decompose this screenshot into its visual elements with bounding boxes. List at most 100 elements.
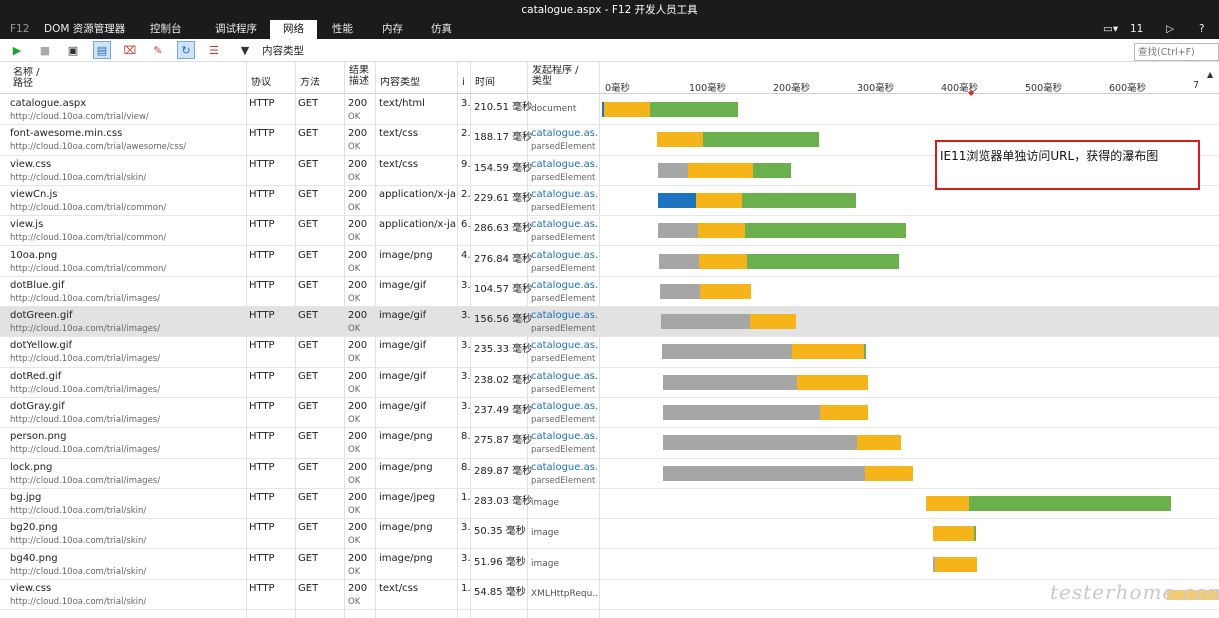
table-row[interactable]: font-awesome.min.css http://cloud.10oa.co… <box>0 125 1219 156</box>
table-row[interactable]: bg40.png http://cloud.10oa.com/trial/skin… <box>0 550 1219 580</box>
request-initiator[interactable]: catalogue.as... <box>531 249 597 261</box>
target-screens-icon[interactable]: ▭▾ <box>1103 23 1119 35</box>
clear-cache-icon[interactable]: ✎ <box>153 43 163 57</box>
request-name: bg20.png <box>10 522 58 534</box>
table-row[interactable]: view.css http://cloud.10oa.com/trial/skin… <box>0 156 1219 186</box>
request-initiator[interactable]: catalogue.as... <box>531 310 597 322</box>
header-time[interactable]: 时间 <box>475 77 495 88</box>
waterfall-wait-segment[interactable] <box>663 465 866 481</box>
waterfall-receive-segment[interactable] <box>746 253 899 269</box>
table-row[interactable]: dotYellow.gif http://cloud.10oa.com/trial… <box>0 337 1219 368</box>
request-initiator[interactable]: catalogue.as... <box>531 128 597 140</box>
header-method[interactable]: 方法 <box>300 77 320 88</box>
waterfall-receive-segment[interactable] <box>753 162 792 178</box>
waterfall-request-segment[interactable] <box>935 556 978 572</box>
find-input[interactable] <box>1134 43 1219 61</box>
clear-on-navigate-icon[interactable]: ☰ <box>209 43 219 57</box>
header-name[interactable]: 名称 / 路径 <box>13 67 40 89</box>
table-row[interactable]: dotBlue.gif http://cloud.10oa.com/trial/i… <box>0 277 1219 308</box>
waterfall-wait-segment[interactable] <box>660 314 750 330</box>
waterfall-wait-segment[interactable] <box>660 283 701 299</box>
table-row[interactable]: catalogue.aspx http://cloud.10oa.com/tria… <box>0 95 1219 126</box>
waterfall-request-segment[interactable] <box>700 283 751 299</box>
save-icon[interactable]: ▣ <box>67 43 79 57</box>
waterfall-request-segment[interactable] <box>819 405 868 420</box>
table-row[interactable]: dotRed.gif http://cloud.10oa.com/trial/im… <box>0 368 1219 398</box>
waterfall-wait-segment[interactable] <box>658 223 698 239</box>
waterfall-request-segment[interactable] <box>792 344 864 360</box>
header-result[interactable]: 结果 描述 <box>349 65 369 87</box>
console-toggle-icon[interactable]: ▷ <box>1166 23 1175 35</box>
waterfall-request-segment[interactable] <box>865 465 914 481</box>
table-row[interactable]: dotGray.gif http://cloud.10oa.com/trial/i… <box>0 398 1219 429</box>
tab-memory[interactable]: 内存 <box>382 23 403 35</box>
waterfall-request-segment[interactable] <box>687 162 754 178</box>
tab-performance[interactable]: 性能 <box>332 23 353 35</box>
clear-entries-icon[interactable]: ⌧ <box>123 43 137 57</box>
waterfall-wait-segment[interactable] <box>661 344 793 360</box>
waterfall-receive-segment[interactable] <box>863 344 866 360</box>
waterfall-request-segment[interactable] <box>698 253 747 269</box>
waterfall-receive-segment[interactable] <box>968 495 1171 511</box>
waterfall-wait-segment[interactable] <box>662 374 798 390</box>
request-initiator[interactable]: catalogue.as... <box>531 370 597 382</box>
table-row[interactable]: dotGreen.gif http://cloud.10oa.com/trial/… <box>0 307 1219 338</box>
header-initiator[interactable]: 发起程序 / 类型 <box>532 65 579 87</box>
tab-emulation[interactable]: 仿真 <box>431 23 452 35</box>
tab-console[interactable]: 控制台 <box>150 23 182 35</box>
always-refresh-icon[interactable]: ↻ <box>177 41 195 59</box>
request-initiator[interactable]: catalogue.as... <box>531 401 597 412</box>
tab-network[interactable]: 网络 <box>270 20 317 39</box>
waterfall-wait-segment[interactable] <box>659 253 699 269</box>
request-path: http://cloud.10oa.com/trial/common/ <box>10 263 167 274</box>
content-type-filter[interactable]: 内容类型 <box>262 45 304 57</box>
table-row[interactable]: viewCn.js http://cloud.10oa.com/trial/com… <box>0 186 1219 217</box>
waterfall-request-segment[interactable] <box>932 526 974 542</box>
waterfall-request-segment[interactable] <box>697 223 745 239</box>
waterfall-receive-segment[interactable] <box>702 132 819 148</box>
tab-debugger[interactable]: 调试程序 <box>215 23 257 35</box>
table-row[interactable]: lock.png http://cloud.10oa.com/trial/imag… <box>0 459 1219 489</box>
tab-f12[interactable]: F12 <box>10 23 30 35</box>
waterfall-receive-segment[interactable] <box>742 192 856 208</box>
table-row[interactable]: view.css http://cloud.10oa.com/trial/skin… <box>0 580 1219 611</box>
waterfall-request-segment[interactable] <box>925 495 969 511</box>
table-row[interactable]: bg20.png http://cloud.10oa.com/trial/skin… <box>0 519 1219 550</box>
table-row[interactable]: 10oa.png http://cloud.10oa.com/trial/comm… <box>0 247 1219 277</box>
waterfall-wait-segment[interactable] <box>662 435 857 451</box>
request-initiator[interactable]: catalogue.as... <box>531 431 597 443</box>
table-row[interactable]: person.png http://cloud.10oa.com/trial/im… <box>0 428 1219 459</box>
waterfall-request-segment[interactable] <box>603 102 650 117</box>
request-initiator[interactable]: catalogue.as... <box>531 188 597 200</box>
header-content-type[interactable]: 内容类型 <box>380 77 420 88</box>
request-initiator[interactable]: catalogue.as... <box>531 340 597 352</box>
waterfall-receive-segment[interactable] <box>973 526 976 542</box>
waterfall-request-segment[interactable] <box>750 314 797 330</box>
request-initiator[interactable]: catalogue.as... <box>531 461 597 473</box>
filter-icon[interactable]: ▼ <box>240 43 250 57</box>
stop-icon[interactable]: ■ <box>39 43 51 57</box>
waterfall-connect-segment[interactable] <box>658 192 697 208</box>
waterfall-wait-segment[interactable] <box>933 556 936 572</box>
table-row[interactable]: view.js http://cloud.10oa.com/trial/commo… <box>0 216 1219 247</box>
waterfall-request-segment[interactable] <box>696 192 743 208</box>
tab-dom-explorer[interactable]: DOM 资源管理器 <box>44 23 126 35</box>
waterfall-request-segment[interactable] <box>797 374 868 390</box>
request-initiator[interactable]: catalogue.as... <box>531 219 597 231</box>
header-protocol[interactable]: 协议 <box>251 77 271 88</box>
play-icon[interactable]: ▶ <box>12 43 22 57</box>
help-icon[interactable]: ? <box>1199 23 1205 35</box>
waterfall-request-segment[interactable] <box>856 435 902 451</box>
request-initiator[interactable]: catalogue.as... <box>531 158 597 170</box>
waterfall-receive-segment[interactable] <box>744 223 907 239</box>
waterfall-connect-segment[interactable] <box>602 102 604 117</box>
table-row[interactable]: bg.jpg http://cloud.10oa.com/trial/skin/H… <box>0 489 1219 520</box>
request-initiator[interactable]: catalogue.as... <box>531 279 597 291</box>
scroll-up-icon[interactable]: ▲ <box>1207 70 1214 79</box>
waterfall-request-segment[interactable] <box>656 132 703 148</box>
waterfall-receive-segment[interactable] <box>649 102 739 117</box>
waterfall-wait-segment[interactable] <box>657 162 688 178</box>
import-icon[interactable]: ▤ <box>93 41 111 59</box>
header-received[interactable]: i <box>462 77 465 88</box>
waterfall-wait-segment[interactable] <box>662 405 820 420</box>
